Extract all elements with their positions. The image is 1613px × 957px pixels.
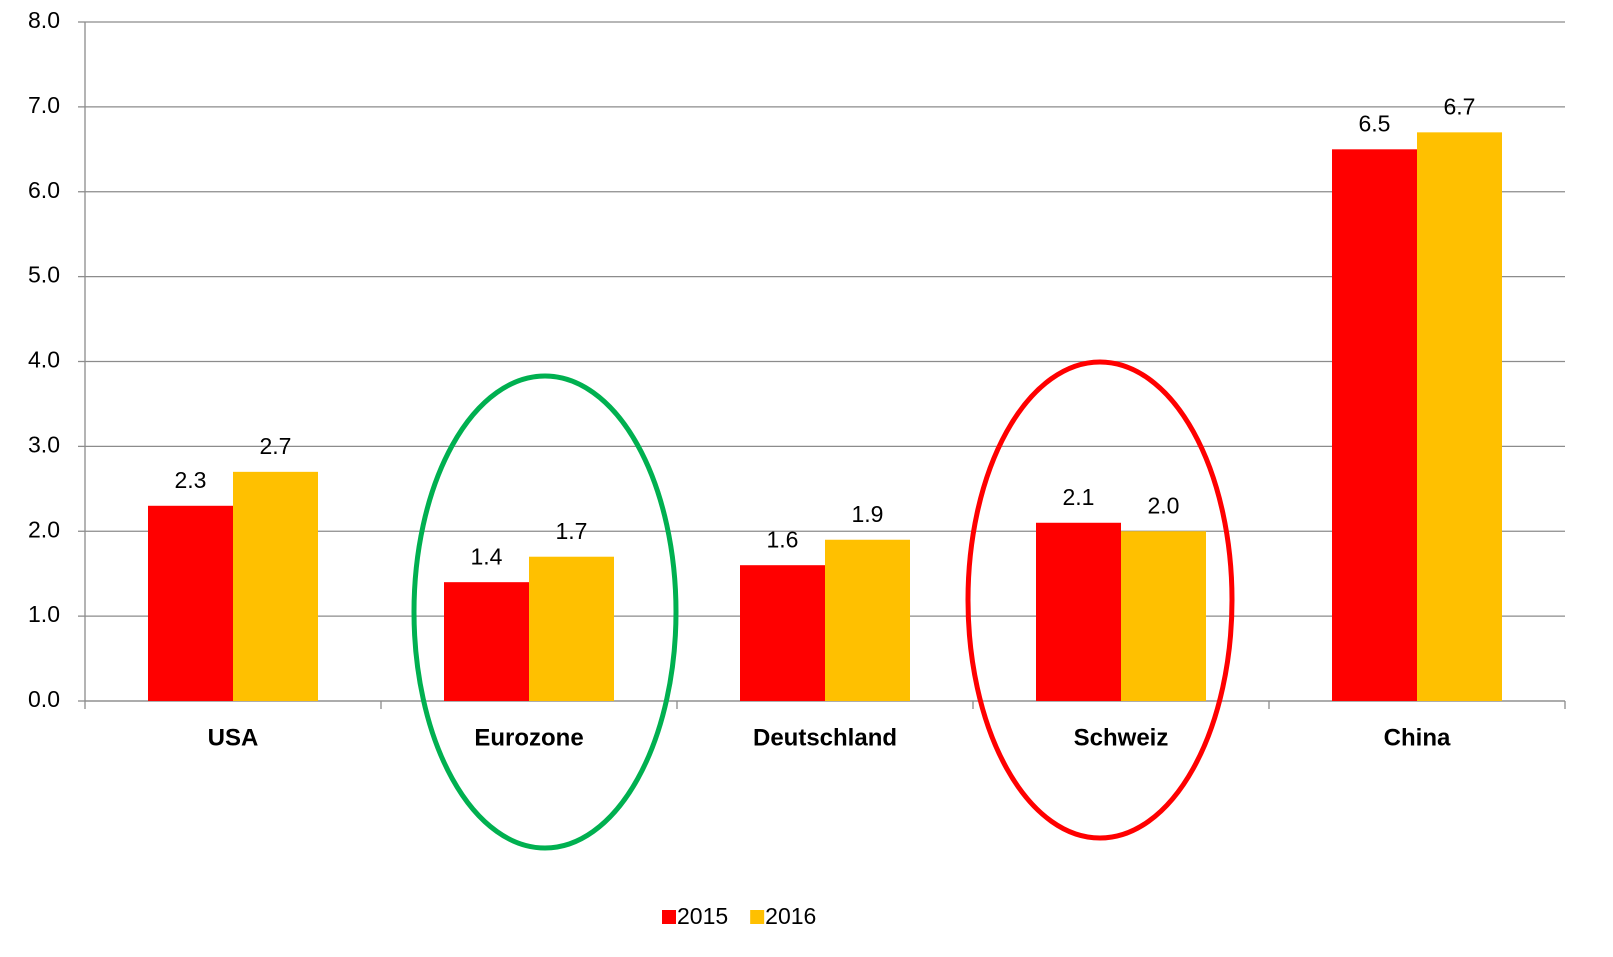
x-tick-label: Deutschland xyxy=(753,724,897,751)
x-tick-label: USA xyxy=(208,724,259,751)
bar xyxy=(1332,149,1417,701)
x-tick-label: China xyxy=(1384,724,1451,751)
y-tick-label: 7.0 xyxy=(28,92,60,118)
legend-label: 2015 xyxy=(677,903,728,929)
data-label: 6.5 xyxy=(1359,110,1391,136)
y-tick-label: 2.0 xyxy=(28,516,60,542)
bar xyxy=(444,582,529,701)
data-label: 1.9 xyxy=(852,501,884,527)
grid xyxy=(78,21,1566,709)
bar xyxy=(148,505,233,701)
bar xyxy=(1121,531,1206,701)
y-tick-label: 6.0 xyxy=(28,177,60,203)
data-label: 2.3 xyxy=(175,467,207,493)
bars xyxy=(148,132,1502,701)
highlight-ellipse xyxy=(411,373,679,851)
data-label: 2.1 xyxy=(1063,484,1095,510)
bar xyxy=(529,556,614,701)
y-tick-label: 4.0 xyxy=(28,347,60,373)
bar xyxy=(233,471,318,701)
data-label: 2.0 xyxy=(1148,492,1180,518)
x-tick-label: Schweiz xyxy=(1074,724,1169,751)
bar xyxy=(1036,522,1121,701)
y-tick-label: 1.0 xyxy=(28,601,60,627)
legend-swatch xyxy=(662,910,676,924)
bar xyxy=(825,539,910,701)
y-tick-label: 8.0 xyxy=(28,7,60,33)
highlight-ellipse xyxy=(965,359,1235,841)
bar xyxy=(740,565,825,701)
y-tick-label: 5.0 xyxy=(28,262,60,288)
y-tick-label: 0.0 xyxy=(28,686,60,712)
data-label: 1.7 xyxy=(556,518,588,544)
legend-swatch xyxy=(750,910,765,924)
data-label: 2.7 xyxy=(260,433,292,459)
y-tick-label: 3.0 xyxy=(28,431,60,457)
bar xyxy=(1417,132,1502,701)
data-label: 6.7 xyxy=(1444,93,1476,119)
data-label: 1.6 xyxy=(767,526,799,552)
data-label: 1.4 xyxy=(471,543,503,569)
x-tick-label: Eurozone xyxy=(474,724,583,751)
legend-label: 2016 xyxy=(765,903,816,929)
